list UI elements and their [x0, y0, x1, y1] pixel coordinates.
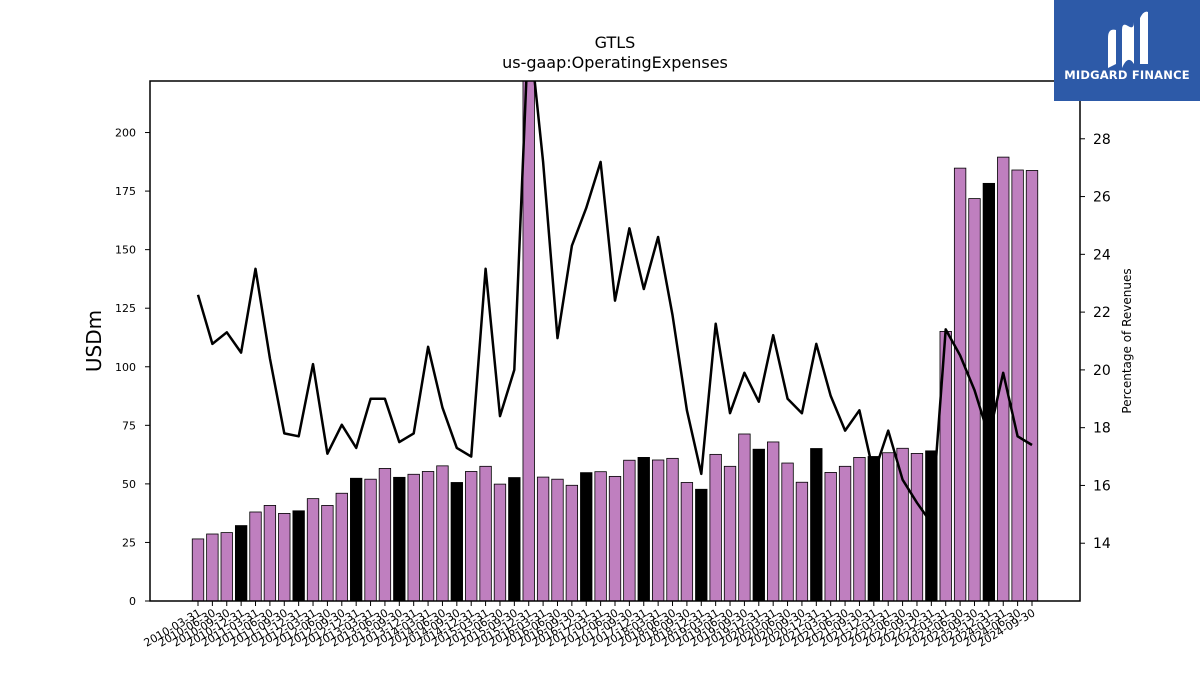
- bar-2017-12-31: [637, 457, 650, 601]
- y-tick-label: 75: [122, 419, 136, 432]
- bar-2022-12-31: [925, 450, 938, 601]
- bar-2012-03-31: [306, 498, 320, 601]
- bar-2015-03-31: [479, 465, 492, 601]
- bar-2023-06-30: [953, 167, 967, 601]
- bar-2020-12-31: [810, 448, 823, 601]
- bar-2023-09-30: [968, 198, 981, 601]
- bar-2012-09-30: [335, 492, 348, 601]
- bar-2013-12-31: [407, 473, 420, 601]
- y2-tick-label: 16: [1093, 478, 1111, 494]
- bar-2016-09-30: [565, 484, 579, 601]
- bar-2021-06-30: [838, 465, 852, 601]
- bar-2021-12-31: [867, 456, 880, 601]
- bar-2015-06-30: [493, 483, 507, 601]
- bar-2020-06-30: [781, 462, 794, 601]
- bar-2010-09-30: [220, 532, 233, 601]
- bar-2020-03-31: [767, 441, 780, 601]
- bar-2021-09-30: [853, 457, 866, 601]
- bar-2016-03-31: [536, 476, 550, 601]
- bar-2019-09-30: [738, 433, 751, 601]
- y-tick-label: 50: [122, 478, 136, 491]
- right-axis: 14 16 18 20 22 24 26 28: [1080, 132, 1111, 552]
- bar-2018-03-31: [651, 459, 665, 601]
- bar-2024-06-30: [1011, 169, 1024, 601]
- bar-2016-06-30: [551, 478, 564, 601]
- left-axis: 0 25 50 75 100 125 150 175 200: [115, 127, 150, 608]
- y2-tick-label: 22: [1093, 305, 1111, 321]
- y2-tick-label: 14: [1093, 536, 1111, 552]
- bar-2021-03-31: [824, 472, 837, 601]
- bar-2012-12-31: [350, 477, 363, 601]
- y-tick-label: 150: [115, 244, 136, 257]
- y-tick-label: 25: [122, 536, 136, 549]
- bar-2015-12-31: [522, 81, 535, 601]
- bar-2024-09-30: [1025, 170, 1039, 601]
- bar-2011-12-31: [292, 510, 305, 601]
- midgard-logo-icon: [1108, 11, 1148, 68]
- y-tick-label: 100: [115, 361, 136, 374]
- plot-frame: [149, 80, 1081, 602]
- y-tick-label: 125: [115, 302, 136, 315]
- y2-axis-label: Percentage of Revenues: [1120, 268, 1134, 413]
- bar-2015-09-30: [508, 477, 521, 601]
- y2-tick-label: 28: [1093, 132, 1111, 148]
- bar-2022-06-30: [896, 447, 909, 601]
- bar-2019-12-31: [752, 448, 765, 601]
- bar-2010-03-31: [191, 538, 205, 601]
- bar-2019-06-30: [723, 465, 737, 601]
- bar-2010-12-31: [234, 525, 248, 601]
- bar-2013-09-30: [393, 476, 406, 601]
- bar-2011-06-30: [263, 505, 277, 601]
- bar-2014-06-30: [436, 465, 449, 601]
- chart-title: GTLS: [595, 33, 636, 52]
- bar-2011-03-31: [249, 511, 262, 601]
- bar-2014-03-31: [421, 471, 435, 601]
- y2-tick-label: 20: [1093, 363, 1111, 379]
- bar-2022-09-30: [910, 453, 924, 601]
- bars-group: [191, 81, 1039, 601]
- bar-2020-09-30: [795, 481, 809, 601]
- bar-2017-03-31: [594, 471, 607, 601]
- bar-2024-03-31: [997, 156, 1010, 601]
- bar-2017-06-30: [608, 475, 622, 601]
- chart-subtitle: us-gaap:OperatingExpenses: [502, 53, 728, 72]
- y-axis-label: USDm: [82, 310, 106, 372]
- bar-2011-09-30: [278, 512, 291, 601]
- x-axis: 2010-03-312010-06-302010-09-302010-12-31…: [142, 601, 1038, 650]
- bar-2018-06-30: [666, 457, 679, 601]
- y-tick-label: 200: [115, 127, 136, 140]
- bar-2019-03-31: [709, 453, 722, 601]
- bar-2016-12-31: [580, 472, 593, 601]
- bar-2014-09-30: [450, 482, 463, 601]
- bar-2013-06-30: [378, 468, 392, 601]
- line-group: [196, 81, 1033, 525]
- y-tick-label: 0: [129, 595, 136, 608]
- bar-2018-09-30: [680, 482, 694, 601]
- logo: MIDGARD FINANCE: [1054, 0, 1200, 101]
- bar-2010-06-30: [206, 533, 219, 601]
- bar-2023-12-31: [982, 182, 996, 601]
- bar-2022-03-31: [882, 452, 895, 601]
- y2-tick-label: 26: [1093, 190, 1111, 206]
- y-tick-label: 175: [115, 185, 136, 198]
- bar-2013-03-31: [364, 478, 377, 601]
- y2-tick-label: 18: [1093, 421, 1111, 437]
- logo-text: MIDGARD FINANCE: [1064, 68, 1190, 82]
- percentage-line: [196, 81, 1033, 525]
- bar-2012-06-30: [321, 505, 334, 601]
- bar-2017-09-30: [623, 459, 636, 601]
- y2-tick-label: 24: [1093, 247, 1111, 263]
- bar-2014-12-31: [465, 471, 478, 601]
- bar-2018-12-31: [695, 488, 708, 601]
